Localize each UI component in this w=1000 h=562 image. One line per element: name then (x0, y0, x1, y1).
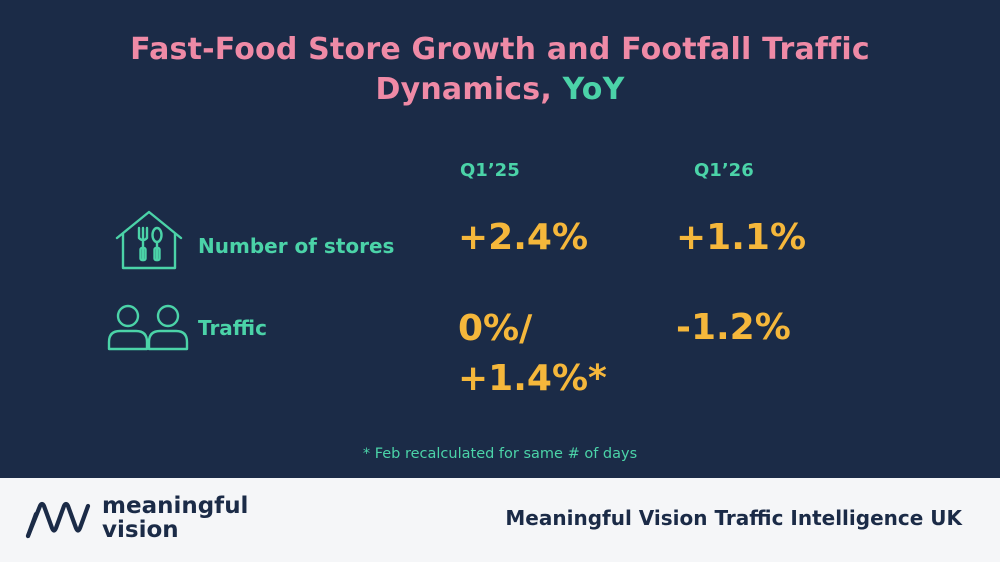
title-line-2-main: Dynamics, (375, 72, 563, 107)
value-traffic-q1-26: -1.2% (676, 307, 791, 348)
value-traffic-q1-25: 0%/ +1.4%* (458, 308, 607, 399)
title-line-2: Dynamics, YoY (0, 70, 1000, 110)
footnote: * Feb recalculated for same # of days (362, 446, 638, 462)
value-stores-q1-26: +1.1% (676, 217, 807, 258)
store-house-icon (114, 208, 184, 276)
row-label-traffic: Traffic (198, 316, 267, 340)
logo-text-meaningful: meaningful (102, 493, 249, 519)
meaningful-vision-logo-icon (24, 500, 92, 546)
column-header-q1-26: Q1’26 (694, 160, 754, 181)
slide-panel: Fast-Food Store Growth and Footfall Traf… (0, 0, 1000, 478)
title-accent-yoy: YoY (562, 72, 625, 107)
footer-bar (0, 478, 1000, 562)
column-header-q1-25: Q1’25 (460, 160, 520, 181)
value-stores-q1-25: +2.4% (458, 217, 589, 258)
row-label-number-of-stores: Number of stores (198, 234, 395, 258)
people-icon (106, 302, 190, 356)
logo-text-vision: vision (102, 517, 179, 543)
logo-wordmark: meaningful vision (102, 494, 248, 542)
title-line-1: Fast-Food Store Growth and Footfall Traf… (130, 32, 870, 67)
page-title: Fast-Food Store Growth and Footfall Traf… (0, 30, 1000, 110)
footer-brand-text: Meaningful Vision Traffic Intelligence U… (505, 506, 962, 530)
